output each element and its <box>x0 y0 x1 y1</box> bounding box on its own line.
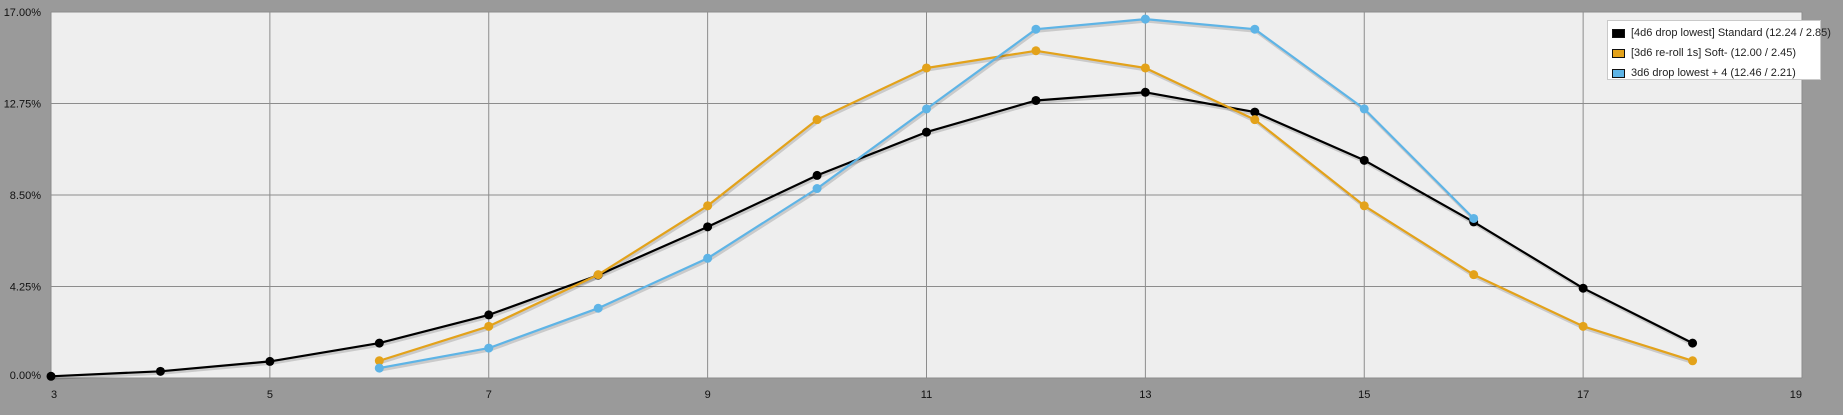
data-point <box>1031 95 1041 105</box>
data-point <box>703 222 713 232</box>
data-point <box>1031 24 1041 34</box>
legend-label-soft: [3d6 re-roll 1s] Soft- (12.00 / 2.45) <box>1631 47 1797 59</box>
legend-label-standard: [4d6 drop lowest] Standard (12.24 / 2.85… <box>1631 27 1831 39</box>
x-tick-label: 13 <box>1139 389 1151 401</box>
data-point <box>374 338 384 348</box>
data-point <box>1469 270 1479 280</box>
y-tick-label: 0.00% <box>10 370 41 382</box>
data-point <box>1140 87 1150 97</box>
data-point <box>484 310 494 320</box>
data-point <box>155 366 165 376</box>
data-point <box>1578 321 1588 331</box>
data-point <box>1469 213 1479 223</box>
data-point <box>1031 46 1041 56</box>
data-point <box>703 201 713 211</box>
legend-item-soft: [3d6 re-roll 1s] Soft- (12.00 / 2.45) <box>1612 43 1816 63</box>
series-line-shadow <box>51 92 1695 380</box>
data-point <box>46 371 56 381</box>
series-line-0 <box>50 91 1694 378</box>
y-tick-label: 12.75% <box>4 99 42 111</box>
data-point <box>812 115 822 125</box>
data-point <box>1140 63 1150 73</box>
legend-item-standard: [4d6 drop lowest] Standard (12.24 / 2.85… <box>1612 23 1831 43</box>
x-tick-label: 19 <box>1790 389 1802 401</box>
data-point <box>1250 107 1260 117</box>
data-point <box>703 253 713 263</box>
data-point <box>484 343 494 353</box>
legend-swatch-drop-lowest-plus-4 <box>1612 68 1625 78</box>
x-tick-label: 11 <box>921 389 932 401</box>
data-point <box>1688 338 1698 348</box>
data-point <box>484 321 494 331</box>
data-point <box>1359 155 1369 165</box>
data-point <box>922 127 931 137</box>
x-tick-label: 9 <box>705 389 711 401</box>
data-point <box>922 104 931 114</box>
data-point <box>1250 115 1260 125</box>
data-point <box>1359 201 1369 211</box>
data-point <box>812 184 822 194</box>
data-point <box>265 356 275 366</box>
data-point <box>1250 24 1260 34</box>
data-point <box>593 270 603 280</box>
y-tick-label: 4.25% <box>10 282 41 294</box>
data-point <box>1688 356 1698 366</box>
x-tick-label: 5 <box>267 389 273 401</box>
data-point <box>812 170 822 180</box>
series-lines <box>46 14 1698 381</box>
legend-swatch-soft <box>1612 48 1625 58</box>
y-tick-label: 17.00% <box>4 7 42 19</box>
data-point <box>374 356 384 366</box>
legend-label-drop-lowest-plus-4: 3d6 drop lowest + 4 (12.46 / 2.21) <box>1631 67 1796 79</box>
data-point <box>1359 104 1369 114</box>
x-tick-label: 3 <box>51 389 57 401</box>
tick-labels: 3 5 7 9 11 13 15 17 19 0.00% 4.25% 8.50% 12.75% 17.00… <box>4 7 1802 401</box>
x-tick-label: 15 <box>1358 389 1370 401</box>
data-point <box>593 303 603 313</box>
legend-swatch-standard <box>1612 28 1625 38</box>
x-tick-label: 17 <box>1577 389 1589 401</box>
legend: [4d6 drop lowest] Standard (12.24 / 2.85… <box>1607 20 1831 83</box>
y-tick-label: 8.50% <box>10 190 41 202</box>
data-point <box>1578 283 1588 293</box>
data-point <box>922 63 931 73</box>
data-point <box>374 363 384 373</box>
data-point <box>1140 14 1150 24</box>
legend-item-drop-lowest-plus-4: 3d6 drop lowest + 4 (12.46 / 2.21) <box>1612 63 1816 83</box>
x-tick-label: 7 <box>486 389 492 401</box>
